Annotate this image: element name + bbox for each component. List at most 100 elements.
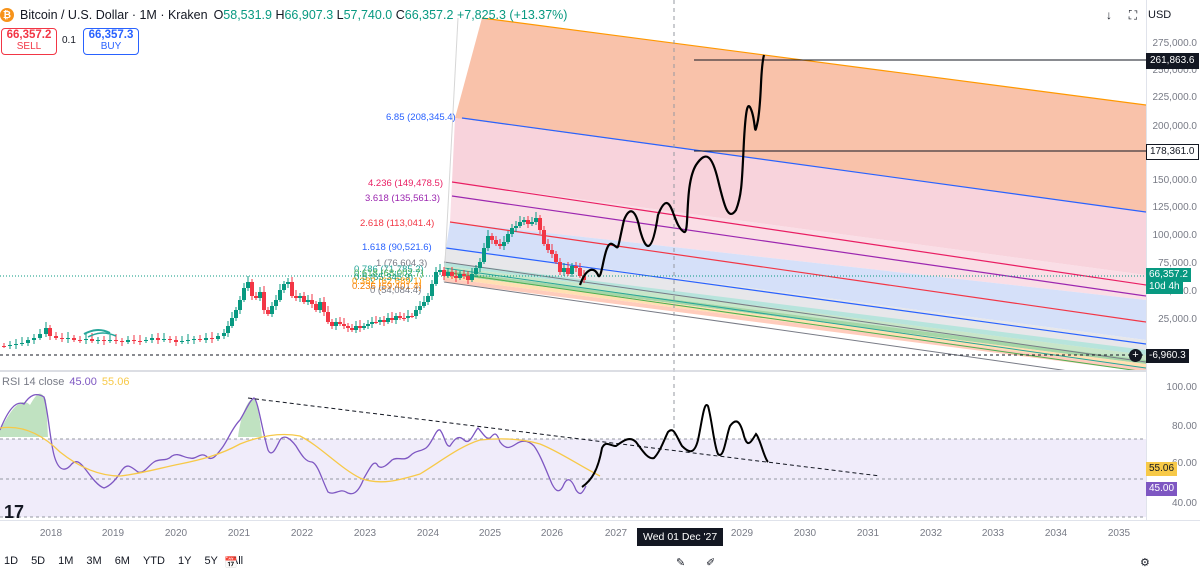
drawn-projection-path[interactable] bbox=[578, 54, 766, 286]
fib-level-label[interactable]: 1 (76,604.3) bbox=[376, 258, 428, 269]
green-annotation bbox=[83, 329, 111, 335]
sell-button[interactable]: 66,357.2 SELL bbox=[1, 28, 57, 55]
candle bbox=[258, 292, 262, 298]
candle bbox=[394, 316, 398, 320]
candle bbox=[402, 318, 406, 319]
rsi-ma-line bbox=[0, 426, 601, 483]
fib-level-label[interactable]: 6.85 (208,345.4) bbox=[386, 112, 456, 123]
price-tick: 100,000.0 bbox=[1152, 230, 1198, 241]
calendar-icon[interactable]: 📅 bbox=[224, 557, 238, 569]
candle bbox=[254, 296, 258, 298]
fullscreen-icon[interactable]: ⛶ bbox=[1128, 7, 1138, 22]
candle bbox=[44, 328, 48, 334]
fib-level-label[interactable]: 0.382 (62,689.1) bbox=[352, 276, 422, 287]
add-alert-icon[interactable]: + bbox=[1129, 349, 1142, 362]
candle bbox=[418, 306, 422, 310]
range-1m[interactable]: 1M bbox=[58, 555, 74, 567]
symbol-title[interactable]: Bitcoin / U.S. Dollar · 1M · Kraken bbox=[20, 8, 208, 22]
price-label: 66,357.2 bbox=[1146, 268, 1191, 282]
candle bbox=[506, 234, 510, 242]
candle bbox=[346, 326, 350, 328]
rsi-title[interactable]: RSI 14 close bbox=[2, 376, 65, 388]
fib-level-label[interactable]: 2.618 (113,041.4) bbox=[360, 218, 435, 229]
candle bbox=[96, 340, 100, 341]
currency-selector[interactable]: USD bbox=[1148, 9, 1172, 21]
arrow-down-icon[interactable]: ↓ bbox=[1106, 8, 1112, 22]
candle bbox=[180, 341, 184, 342]
candle bbox=[398, 316, 402, 318]
candle bbox=[78, 340, 82, 341]
fib-level-label[interactable]: 0.786 (71,785.2) bbox=[354, 264, 424, 275]
drawn-rsi-projection[interactable] bbox=[581, 404, 769, 488]
candle bbox=[132, 340, 136, 341]
fib-level-label[interactable]: 0.5 (65,345.9) bbox=[354, 272, 414, 283]
year-tick: 2021 bbox=[227, 528, 251, 539]
range-all[interactable]: All bbox=[230, 555, 244, 567]
candle bbox=[198, 339, 202, 340]
brush-icon[interactable]: ✎ bbox=[676, 557, 686, 569]
candle bbox=[366, 324, 370, 326]
time-axis[interactable]: 2018 2019 2020 2021 2022 2023 2024 2025 2026 2027… bbox=[0, 520, 1200, 547]
candle bbox=[310, 300, 314, 304]
range-1d[interactable]: 1D bbox=[4, 555, 19, 567]
candle bbox=[168, 339, 172, 340]
rsi-tick: 40.00 bbox=[1171, 498, 1197, 509]
candle bbox=[38, 334, 42, 338]
fib-level-label[interactable]: 0.236 (59,401.4) bbox=[352, 281, 422, 292]
candle bbox=[458, 274, 462, 278]
price-chart[interactable] bbox=[0, 0, 1146, 520]
range-ytd[interactable]: YTD bbox=[142, 555, 165, 567]
price-tick: 125,000.0 bbox=[1152, 202, 1198, 213]
candle bbox=[534, 218, 538, 222]
pen-icon[interactable]: ✐ bbox=[706, 557, 716, 569]
price-label: 261,863.6 bbox=[1146, 53, 1199, 69]
year-tick: 2019 bbox=[101, 528, 125, 539]
candle bbox=[222, 333, 226, 336]
fib-level-label[interactable]: 3.618 (135,561.3) bbox=[365, 193, 441, 204]
candle bbox=[138, 341, 142, 342]
price-label: 10d 4h bbox=[1146, 280, 1183, 294]
candle bbox=[466, 276, 470, 280]
tradingview-logo[interactable]: 17 bbox=[4, 502, 25, 522]
symbol-header: ₿ Bitcoin / U.S. Dollar · 1M · Kraken O5… bbox=[0, 4, 567, 26]
candle bbox=[494, 240, 498, 244]
settings-icon[interactable]: ⚙ bbox=[1140, 557, 1150, 569]
candle bbox=[66, 338, 70, 339]
candle bbox=[446, 272, 450, 276]
candle bbox=[302, 296, 306, 302]
fib-level-label[interactable]: 0.618 (68,002.7) bbox=[354, 268, 424, 279]
candle bbox=[274, 300, 278, 306]
fib-level-label[interactable]: 4.236 (149,478.5) bbox=[368, 178, 444, 189]
range-5y[interactable]: 5Y bbox=[204, 555, 218, 567]
range-5d[interactable]: 5D bbox=[31, 555, 46, 567]
order-quantity[interactable]: 0.1 bbox=[62, 35, 76, 46]
fib-level-label[interactable]: 0 (54,084.4) bbox=[370, 285, 422, 296]
candle bbox=[192, 339, 196, 340]
price-tick: 225,000.0 bbox=[1152, 92, 1198, 103]
candle bbox=[566, 268, 570, 274]
candle bbox=[102, 340, 106, 341]
range-1y[interactable]: 1Y bbox=[177, 555, 192, 567]
candle bbox=[108, 340, 112, 341]
price-scale[interactable]: 275,000.0250,000.0225,000.0200,000.0175,… bbox=[1129, 0, 1200, 520]
rsi-trendline[interactable] bbox=[247, 397, 881, 477]
year-tick: 2033 bbox=[981, 528, 1005, 539]
rsi-value-label: 55.06 bbox=[1146, 462, 1178, 476]
range-bar: 1D 5D 1M 3M 6M YTD 1Y 5Y All bbox=[0, 554, 1200, 568]
year-tick: 2020 bbox=[164, 528, 188, 539]
candle bbox=[430, 284, 434, 296]
buy-button[interactable]: 66,357.3 BUY bbox=[83, 28, 139, 55]
candle bbox=[226, 326, 230, 333]
candle bbox=[570, 266, 574, 274]
year-tick: 2030 bbox=[793, 528, 817, 539]
year-tick: 2024 bbox=[416, 528, 440, 539]
fib-level-label[interactable]: 1.618 (90,521.6) bbox=[362, 242, 432, 253]
candle bbox=[486, 236, 490, 248]
candle bbox=[370, 322, 374, 324]
candle bbox=[378, 320, 382, 322]
range-3m[interactable]: 3M bbox=[86, 555, 102, 567]
range-6m[interactable]: 6M bbox=[114, 555, 130, 567]
year-tick: 2029 bbox=[730, 528, 754, 539]
candle bbox=[410, 316, 414, 317]
candle bbox=[450, 272, 454, 276]
